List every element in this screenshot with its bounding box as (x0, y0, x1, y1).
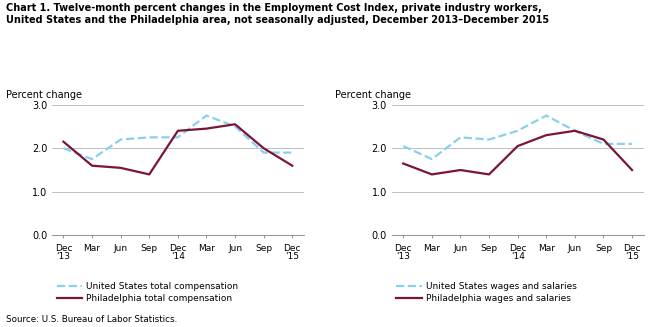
Philadelphia wages and salaries (485, 172, 493, 176)
Philadelphia total compensation (174, 129, 182, 133)
United States wages and salaries (514, 129, 521, 133)
United States total compensation (174, 135, 182, 139)
Philadelphia total compensation (146, 172, 153, 176)
Line: United States total compensation: United States total compensation (64, 115, 292, 159)
Text: Chart 1. Twelve-month percent changes in the Employment Cost Index, private indu: Chart 1. Twelve-month percent changes in… (6, 3, 550, 25)
Philadelphia wages and salaries (514, 144, 521, 148)
Philadelphia wages and salaries (399, 162, 407, 165)
Line: Philadelphia total compensation: Philadelphia total compensation (64, 124, 292, 174)
Philadelphia wages and salaries (599, 138, 607, 142)
Legend: United States wages and salaries, Philadelphia wages and salaries: United States wages and salaries, Philad… (396, 282, 577, 303)
Philadelphia wages and salaries (428, 172, 436, 176)
United States wages and salaries (628, 142, 636, 146)
United States wages and salaries (571, 129, 578, 133)
Philadelphia wages and salaries (628, 168, 636, 172)
Philadelphia wages and salaries (456, 168, 464, 172)
United States total compensation (88, 157, 96, 161)
Legend: United States total compensation, Philadelphia total compensation: United States total compensation, Philad… (57, 282, 239, 303)
United States wages and salaries (542, 113, 550, 117)
United States wages and salaries (399, 144, 407, 148)
Philadelphia total compensation (260, 146, 268, 150)
United States wages and salaries (428, 157, 436, 161)
Text: Percent change: Percent change (335, 90, 411, 100)
United States wages and salaries (456, 135, 464, 139)
United States total compensation (117, 138, 125, 142)
Philadelphia total compensation (117, 166, 125, 170)
Philadelphia total compensation (289, 164, 296, 168)
Line: United States wages and salaries: United States wages and salaries (403, 115, 632, 159)
United States total compensation (260, 151, 268, 155)
Text: Source: U.S. Bureau of Labor Statistics.: Source: U.S. Bureau of Labor Statistics. (6, 315, 177, 324)
United States wages and salaries (485, 138, 493, 142)
Philadelphia wages and salaries (571, 129, 578, 133)
United States total compensation (203, 113, 211, 117)
Line: Philadelphia wages and salaries: Philadelphia wages and salaries (403, 131, 632, 174)
Philadelphia wages and salaries (542, 133, 550, 137)
United States total compensation (60, 146, 68, 150)
United States total compensation (146, 135, 153, 139)
Philadelphia total compensation (203, 127, 211, 130)
United States total compensation (289, 151, 296, 155)
United States wages and salaries (599, 142, 607, 146)
Philadelphia total compensation (60, 140, 68, 144)
Philadelphia total compensation (88, 164, 96, 168)
Text: Percent change: Percent change (6, 90, 83, 100)
Philadelphia total compensation (231, 122, 239, 126)
United States total compensation (231, 125, 239, 129)
